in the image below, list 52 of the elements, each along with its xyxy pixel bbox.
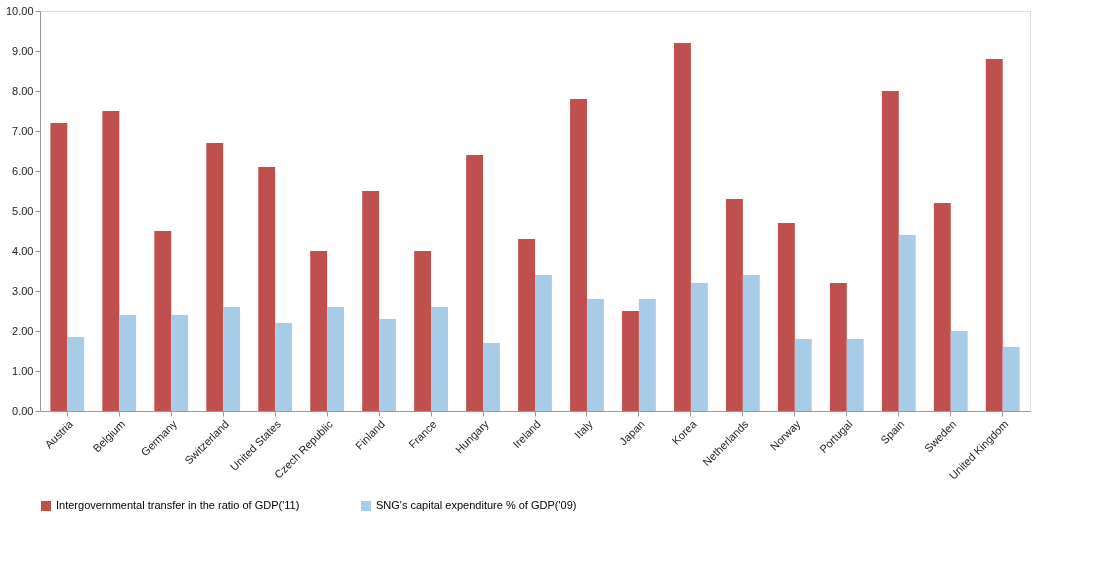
- bar: [310, 251, 328, 411]
- y-tick-label: 2.00: [12, 324, 34, 337]
- bar: [223, 307, 241, 411]
- y-tick-label: 0.00: [12, 404, 34, 417]
- bar: [535, 275, 552, 411]
- y-tick-label: 3.00: [12, 284, 34, 297]
- bar: [725, 199, 743, 411]
- y-tick-label: 7.00: [12, 124, 34, 137]
- bar: [431, 307, 448, 411]
- bar: [674, 43, 691, 411]
- bar: [483, 343, 500, 411]
- bar: [1002, 347, 1020, 411]
- y-tick-label: 6.00: [12, 164, 34, 177]
- y-tick-label: 9.00: [12, 44, 34, 57]
- bar: [777, 223, 795, 411]
- bar: [258, 167, 276, 411]
- bar: [50, 123, 68, 411]
- bar: [742, 275, 760, 411]
- legend-label: Intergovernmental transfer in the ratio of GDP('11): [56, 499, 300, 511]
- bar: [638, 299, 656, 411]
- y-tick-label: 8.00: [12, 84, 34, 97]
- bar: [950, 331, 968, 411]
- bar: [829, 283, 847, 411]
- bar: [518, 239, 535, 411]
- y-tick-label: 1.00: [12, 364, 34, 377]
- bar: [362, 191, 380, 411]
- bar: [586, 299, 604, 411]
- bar: [414, 251, 432, 411]
- bar: [154, 231, 172, 411]
- bar: [985, 59, 1003, 411]
- bar: [275, 323, 293, 411]
- bar: [379, 319, 396, 411]
- bar: [881, 91, 899, 411]
- bar: [119, 315, 137, 411]
- bar: [933, 203, 951, 411]
- bar: [690, 283, 708, 411]
- legend-label: SNG's capital expenditure % of GDP('09): [376, 499, 577, 511]
- y-tick-label: 5.00: [12, 204, 34, 217]
- bar: [846, 339, 864, 411]
- bar: [67, 337, 85, 411]
- y-tick-label: 10.00: [5, 4, 34, 17]
- bar: [794, 339, 812, 411]
- y-tick-label: 4.00: [12, 244, 34, 257]
- x-tick-label: Italy: [571, 417, 596, 441]
- bar: [570, 99, 587, 411]
- bar: [102, 111, 120, 411]
- bar: [898, 235, 916, 411]
- bar: [466, 155, 484, 411]
- bar: [622, 311, 639, 411]
- bar: [171, 315, 189, 411]
- bar: [206, 143, 224, 411]
- bar: [327, 307, 345, 411]
